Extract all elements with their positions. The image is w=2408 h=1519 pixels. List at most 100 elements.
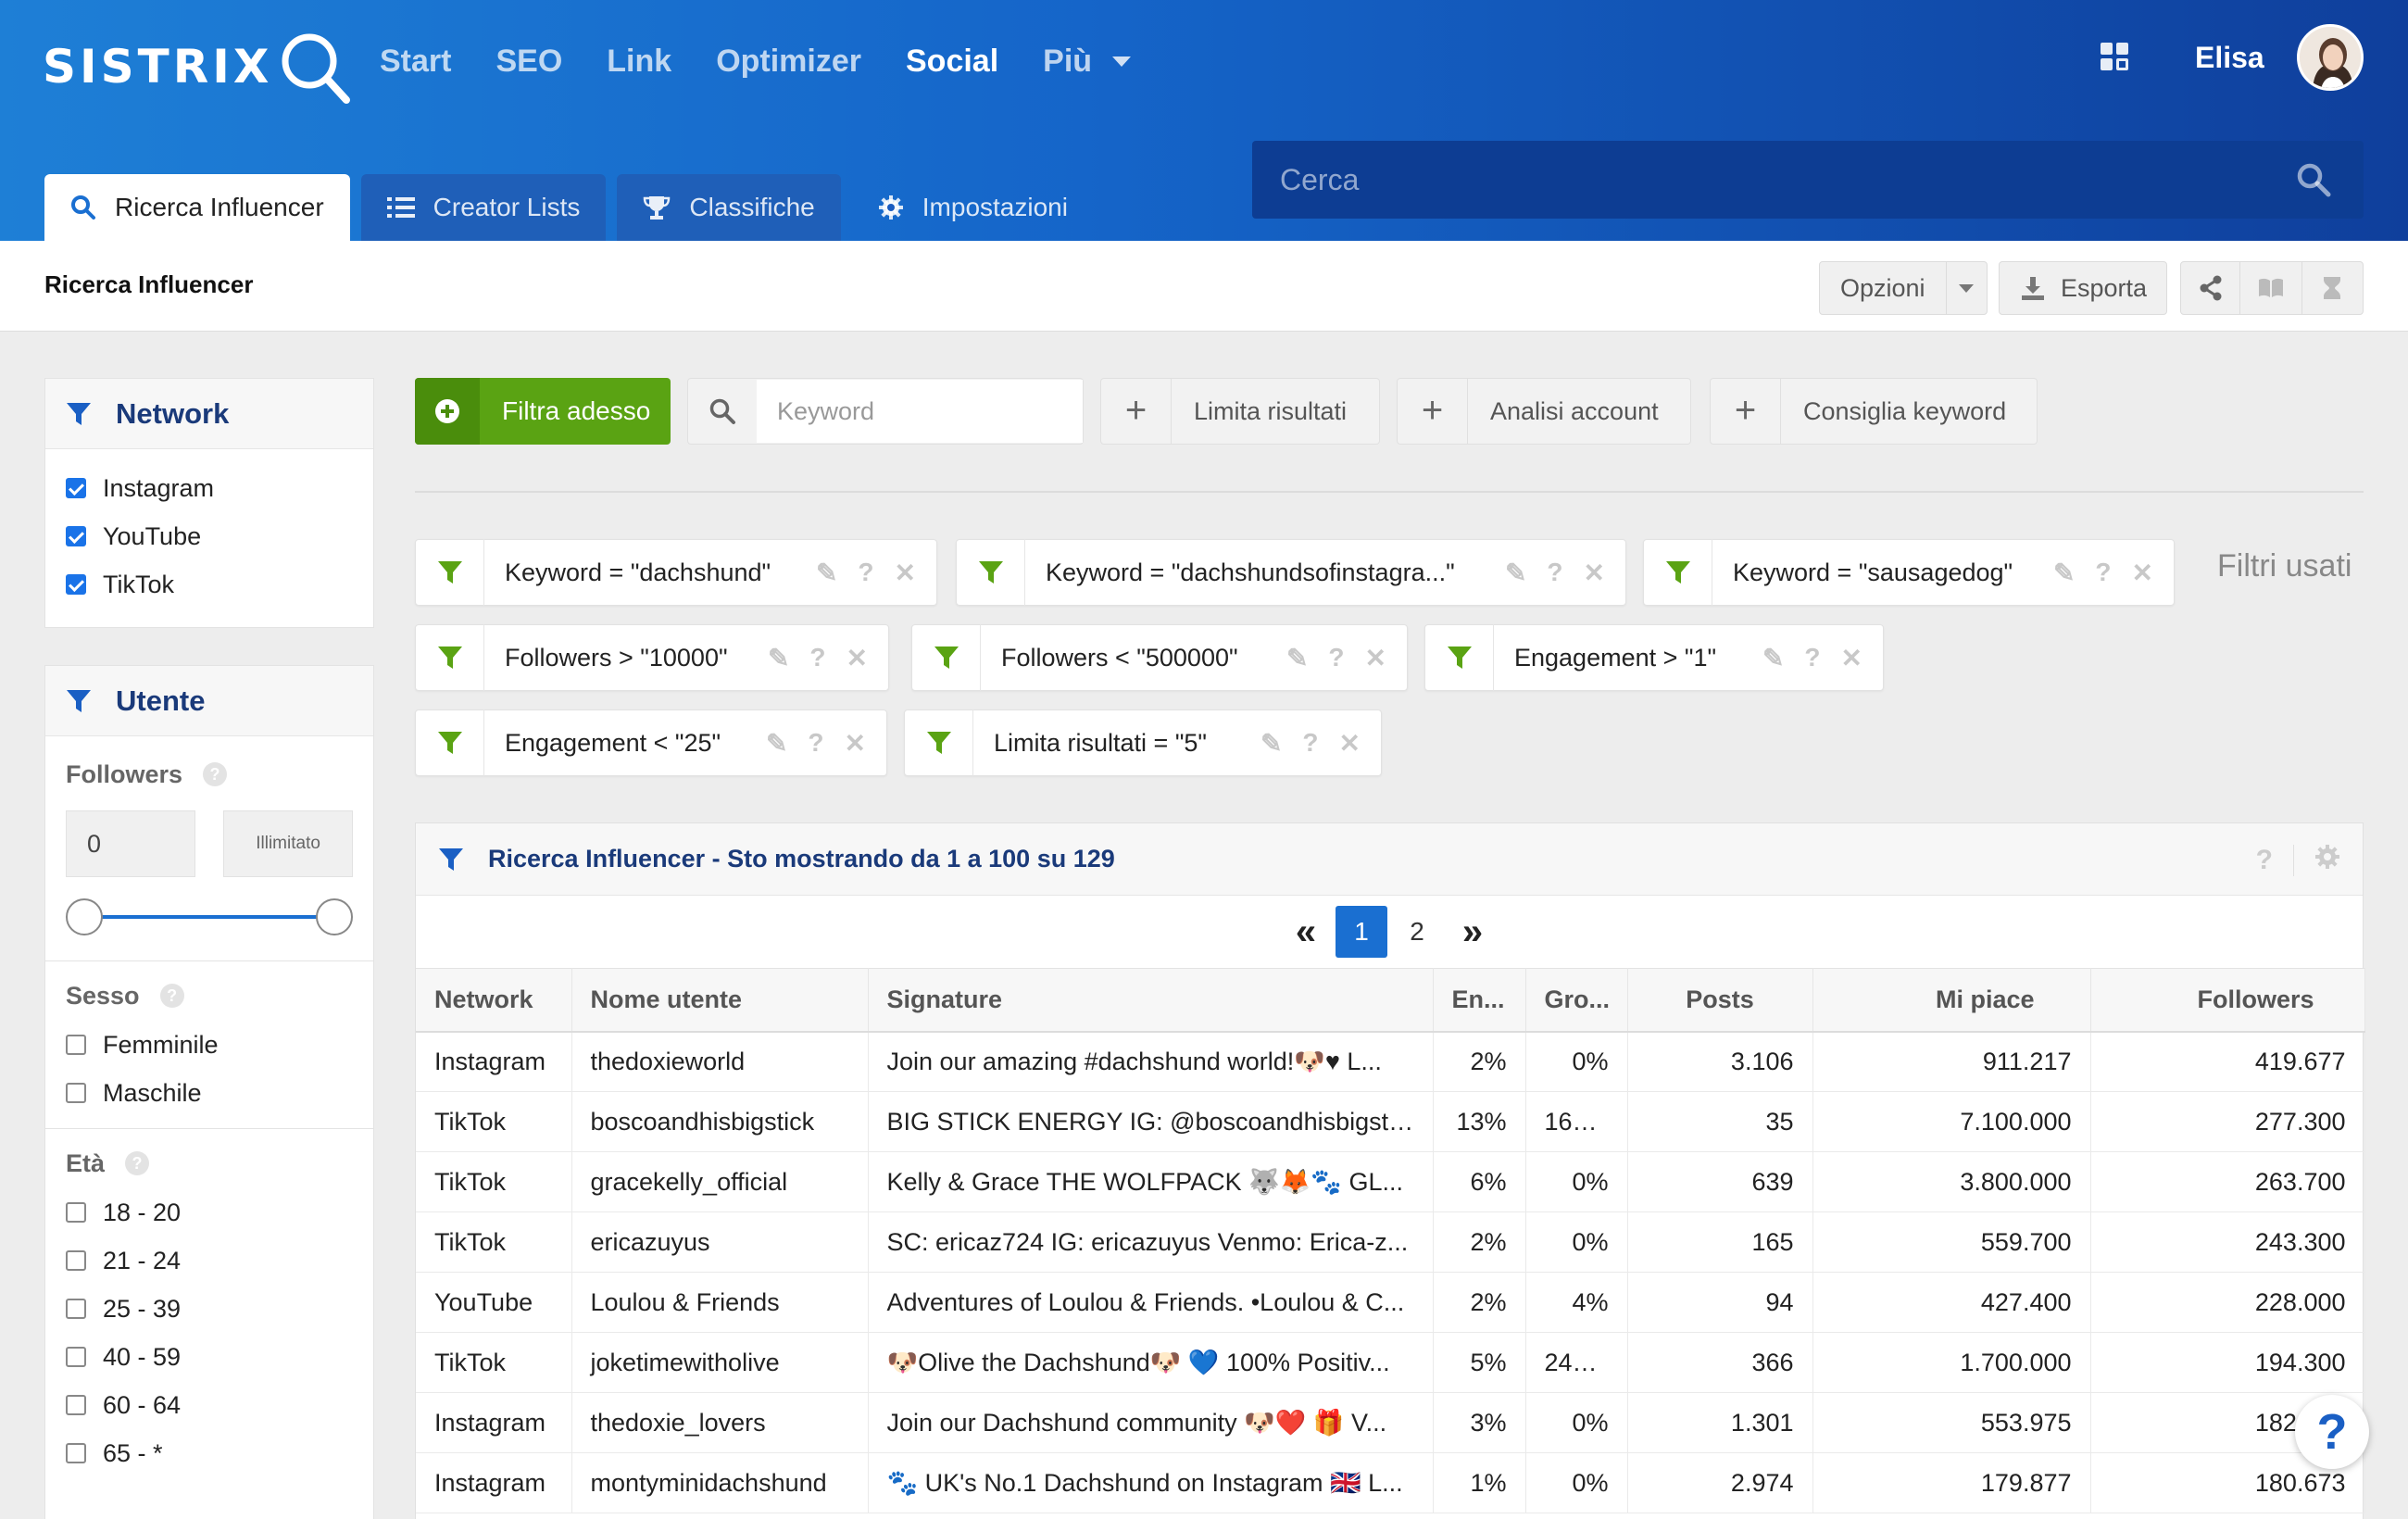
network-option-instagram[interactable]: Instagram bbox=[45, 464, 373, 512]
col-posts[interactable]: Posts bbox=[1627, 968, 1813, 1033]
keyword-input[interactable]: Keyword bbox=[757, 380, 1083, 443]
table-row[interactable]: TikTok joketimewitholive 🐶Olive the Dachsh… bbox=[416, 1332, 2365, 1393]
cell-username[interactable]: Loulou & Friends bbox=[571, 1272, 869, 1333]
col-growth[interactable]: Gro... bbox=[1525, 968, 1628, 1033]
search-icon[interactable] bbox=[2295, 161, 2332, 206]
export-button[interactable]: Esporta bbox=[1999, 261, 2167, 315]
nav-link[interactable]: Link bbox=[607, 44, 672, 79]
help-icon[interactable]: ? bbox=[125, 1151, 150, 1175]
book-icon[interactable] bbox=[2240, 277, 2301, 299]
network-option-youtube[interactable]: YouTube bbox=[45, 512, 373, 560]
age-option-65-plus[interactable]: 65 - * bbox=[45, 1429, 373, 1477]
cell-username[interactable]: boscoandhisbigstick bbox=[571, 1091, 869, 1152]
close-icon[interactable]: ✕ bbox=[844, 728, 866, 758]
tab-impostazioni[interactable]: Impostazioni bbox=[852, 174, 1094, 241]
help-button[interactable]: ? bbox=[2295, 1395, 2369, 1469]
table-row[interactable]: TikTok gracekelly_official Kelly & Grace T… bbox=[416, 1151, 2365, 1212]
checkbox[interactable] bbox=[66, 1083, 86, 1103]
checkbox[interactable] bbox=[66, 1443, 86, 1463]
followers-max-input[interactable]: Illimitato bbox=[223, 810, 353, 877]
checkbox[interactable] bbox=[66, 1202, 86, 1223]
cell-username[interactable]: gracekelly_official bbox=[571, 1151, 869, 1212]
help-icon[interactable]: ? bbox=[2095, 558, 2112, 586]
share-icon[interactable] bbox=[2181, 275, 2239, 301]
limit-results-button[interactable]: + Limita risultati bbox=[1100, 378, 1380, 445]
age-option-25-39[interactable]: 25 - 39 bbox=[45, 1285, 373, 1333]
close-icon[interactable]: ✕ bbox=[2131, 558, 2153, 587]
help-icon[interactable]: ? bbox=[1302, 728, 1319, 757]
filter-chip[interactable]: Keyword = "sausagedog" ✎? ✕ bbox=[1643, 539, 2175, 606]
col-followers[interactable]: Followers bbox=[2090, 968, 2365, 1033]
nav-social[interactable]: Social bbox=[906, 44, 999, 79]
pencil-icon[interactable]: ✎ bbox=[815, 558, 838, 587]
filter-chip[interactable]: Followers > "10000" ✎? ✕ bbox=[415, 624, 889, 691]
sex-option-male[interactable]: Maschile bbox=[45, 1069, 373, 1117]
last-page-icon[interactable]: » bbox=[1461, 910, 1484, 952]
table-row[interactable]: TikTok boscoandhisbigstick BIG STICK ENERG… bbox=[416, 1091, 2365, 1152]
checkbox[interactable] bbox=[66, 574, 86, 595]
checkbox[interactable] bbox=[66, 1347, 86, 1367]
cell-username[interactable]: joketimewitholive bbox=[571, 1332, 869, 1393]
filter-now-button[interactable]: Filtra adesso bbox=[415, 378, 671, 445]
followers-range-slider[interactable] bbox=[66, 881, 353, 946]
global-search-input[interactable]: Cerca bbox=[1252, 141, 2364, 219]
table-row[interactable]: Instagram thedoxie_lovers Join our Dachshu… bbox=[416, 1392, 2365, 1453]
cell-username[interactable]: thedoxie_lovers bbox=[571, 1392, 869, 1453]
table-row[interactable]: Instagram thedoxieworld Join our amazing #… bbox=[416, 1031, 2365, 1092]
page-2[interactable]: 2 bbox=[1410, 917, 1424, 946]
age-option-21-24[interactable]: 21 - 24 bbox=[45, 1237, 373, 1285]
col-network[interactable]: Network bbox=[416, 968, 572, 1033]
help-icon[interactable]: ? bbox=[1328, 643, 1345, 672]
table-row[interactable]: YouTube Loulou & Friends Adventures of Lou… bbox=[416, 1272, 2365, 1333]
close-icon[interactable]: ✕ bbox=[1840, 643, 1862, 672]
col-signature[interactable]: Signature bbox=[868, 968, 1434, 1033]
close-icon[interactable]: ✕ bbox=[1338, 728, 1361, 758]
pencil-icon[interactable]: ✎ bbox=[765, 728, 788, 758]
filter-chip[interactable]: Followers < "500000" ✎? ✕ bbox=[911, 624, 1408, 691]
cell-username[interactable]: ericazuyus bbox=[571, 1211, 869, 1273]
close-icon[interactable]: ✕ bbox=[894, 558, 916, 587]
close-icon[interactable]: ✕ bbox=[1583, 558, 1605, 587]
filter-chip[interactable]: Engagement > "1" ✎? ✕ bbox=[1424, 624, 1884, 691]
checkbox[interactable] bbox=[66, 1035, 86, 1055]
age-option-18-20[interactable]: 18 - 20 bbox=[45, 1188, 373, 1237]
col-username[interactable]: Nome utente bbox=[571, 968, 869, 1033]
suggest-keyword-button[interactable]: + Consiglia keyword bbox=[1710, 378, 2038, 445]
network-option-tiktok[interactable]: TikTok bbox=[45, 560, 373, 609]
nav-more[interactable]: Più bbox=[1043, 35, 1132, 87]
help-icon[interactable]: ? bbox=[808, 728, 824, 757]
help-icon[interactable]: ? bbox=[809, 643, 826, 672]
options-dropdown[interactable]: Opzioni bbox=[1819, 261, 1988, 315]
pencil-icon[interactable]: ✎ bbox=[1762, 643, 1785, 672]
pencil-icon[interactable]: ✎ bbox=[1504, 558, 1527, 587]
help-icon[interactable]: ? bbox=[1547, 558, 1563, 586]
checkbox[interactable] bbox=[66, 478, 86, 498]
checkbox[interactable] bbox=[66, 1299, 86, 1319]
help-icon[interactable]: ? bbox=[2255, 844, 2273, 875]
tab-creator-lists[interactable]: Creator Lists bbox=[360, 174, 607, 241]
close-icon[interactable]: ✕ bbox=[1364, 643, 1386, 672]
pencil-icon[interactable]: ✎ bbox=[2052, 558, 2076, 587]
checkbox[interactable] bbox=[66, 526, 86, 546]
col-likes[interactable]: Mi piace bbox=[1812, 968, 2091, 1033]
cell-username[interactable]: montyminidachshund bbox=[571, 1452, 869, 1513]
age-option-60-64[interactable]: 60 - 64 bbox=[45, 1381, 373, 1429]
pencil-icon[interactable]: ✎ bbox=[1260, 728, 1283, 758]
followers-min-input[interactable]: 0 bbox=[66, 810, 196, 877]
tab-classifiche[interactable]: Classifiche bbox=[617, 174, 841, 241]
checkbox[interactable] bbox=[66, 1395, 86, 1415]
pencil-icon[interactable]: ✎ bbox=[767, 643, 790, 672]
gear-icon[interactable] bbox=[2314, 844, 2340, 876]
cell-username[interactable]: thedoxieworld bbox=[571, 1031, 869, 1092]
close-icon[interactable]: ✕ bbox=[846, 643, 868, 672]
help-icon[interactable]: ? bbox=[1804, 643, 1821, 672]
checkbox[interactable] bbox=[66, 1250, 86, 1271]
filter-chip[interactable]: Keyword = "dachshund" ✎? ✕ bbox=[415, 539, 937, 606]
table-row[interactable]: Instagram montyminidachshund 🐾 UK's No.1 D… bbox=[416, 1452, 2365, 1513]
table-row[interactable]: TikTok ericazuyus SC: ericaz724 IG: ericaz… bbox=[416, 1211, 2365, 1273]
page-1[interactable]: 1 bbox=[1336, 906, 1387, 958]
avatar[interactable] bbox=[2297, 24, 2364, 91]
sistrix-logo[interactable]: SISTRIX bbox=[43, 28, 352, 106]
nav-optimizer[interactable]: Optimizer bbox=[716, 44, 861, 79]
age-option-40-59[interactable]: 40 - 59 bbox=[45, 1333, 373, 1381]
